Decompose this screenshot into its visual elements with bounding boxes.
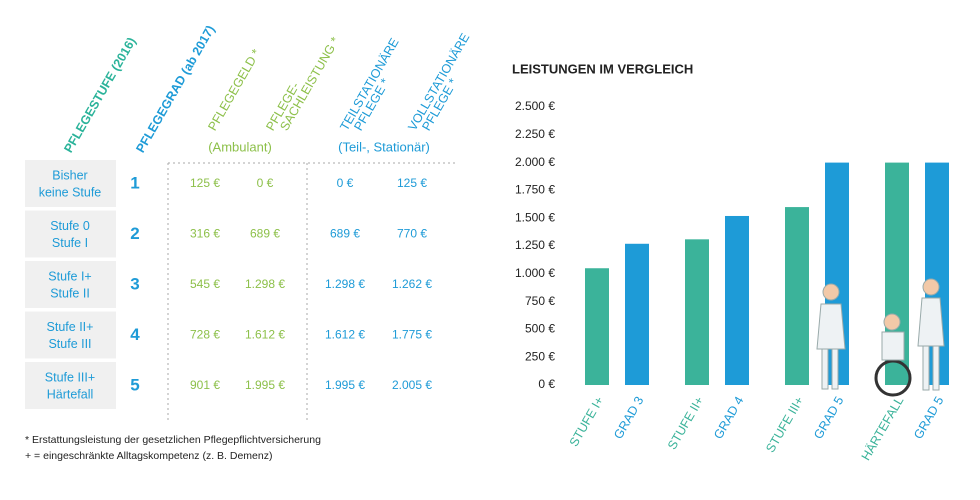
- stufe-label: Stufe II+: [47, 320, 94, 334]
- x-tick-label: HÄRTEFALL: [859, 394, 907, 463]
- y-tick-label: 0 €: [538, 377, 555, 391]
- subheader: (Teil-, Stationär): [338, 139, 430, 154]
- cell-value: 1.262 €: [392, 277, 432, 291]
- cell-value: 901 €: [190, 378, 220, 392]
- row-label-box: [25, 160, 116, 207]
- leg: [922, 345, 930, 391]
- y-tick-label: 250 €: [525, 349, 555, 363]
- x-tick-label: GRAD 5: [911, 394, 946, 441]
- stufe-label: Stufe II: [50, 286, 90, 300]
- cell-value: 728 €: [190, 328, 220, 342]
- head: [822, 283, 840, 301]
- grad-number: 2: [130, 224, 139, 243]
- head: [883, 313, 901, 331]
- chart-title: LEISTUNGEN IM VERGLEICH: [512, 61, 693, 76]
- wheel: [874, 359, 912, 397]
- body: [881, 331, 905, 361]
- cell-value: 689 €: [250, 227, 280, 241]
- cell-value: 316 €: [190, 227, 220, 241]
- footnote: + = eingeschränkte Alltagskompetenz (z. …: [25, 450, 272, 462]
- leg: [821, 348, 829, 390]
- cell-value: 1.775 €: [392, 328, 432, 342]
- row-label-box: [25, 311, 116, 359]
- bar: [685, 239, 709, 385]
- cell-value: 125 €: [190, 176, 220, 190]
- cell-value: 689 €: [330, 227, 360, 241]
- x-tick-label: GRAD 3: [611, 394, 646, 441]
- y-tick-label: 2.250 €: [515, 127, 555, 141]
- grad-number: 4: [130, 325, 140, 344]
- y-tick-label: 1.000 €: [515, 266, 555, 280]
- footnote: * Erstattungsleistung der gesetzlichen P…: [25, 434, 321, 446]
- body: [917, 297, 945, 347]
- y-tick-label: 1.250 €: [515, 238, 555, 252]
- y-tick-label: 1.750 €: [515, 183, 555, 197]
- cell-value: 125 €: [397, 176, 427, 190]
- x-tick-label: STUFE II+: [665, 394, 706, 452]
- subheader: (Ambulant): [208, 139, 272, 154]
- bar: [625, 243, 649, 385]
- cell-value: 770 €: [397, 227, 427, 241]
- y-tick-label: 1.500 €: [515, 210, 555, 224]
- stufe-label: Stufe III+: [45, 370, 95, 384]
- x-tick-label: GRAD 5: [811, 394, 846, 441]
- leg: [831, 348, 839, 390]
- cell-value: 1.612 €: [325, 328, 365, 342]
- x-tick-label: STUFE I+: [567, 394, 607, 449]
- stufe-label: Stufe I+: [48, 269, 91, 283]
- column-header: PFLEGESTUFE (2016): [61, 35, 138, 155]
- cell-value: 1.612 €: [245, 328, 285, 342]
- grad-number: 3: [130, 274, 139, 293]
- stufe-label: Stufe I: [52, 236, 88, 250]
- stufe-label: Stufe 0: [50, 219, 90, 233]
- cell-value: 1.995 €: [245, 378, 285, 392]
- row-label-box: [25, 261, 116, 308]
- cell-value: 1.298 €: [325, 277, 365, 291]
- row-label-box: [25, 362, 116, 409]
- illustration: [816, 278, 945, 397]
- column-header: PFLEGEGELD *: [205, 47, 263, 134]
- y-tick-label: 500 €: [525, 322, 555, 336]
- y-tick-label: 750 €: [525, 294, 555, 308]
- cell-value: 1.298 €: [245, 277, 285, 291]
- bar: [585, 268, 609, 385]
- grad-number: 5: [130, 375, 139, 394]
- x-tick-label: GRAD 4: [711, 394, 746, 441]
- stufe-label: Bisher: [52, 168, 87, 182]
- y-tick-label: 2.500 €: [515, 99, 555, 113]
- leg: [932, 345, 940, 391]
- cell-value: 0 €: [257, 176, 274, 190]
- column-header: PFLEGEGRAD (ab 2017): [133, 23, 217, 155]
- cell-value: 0 €: [337, 176, 354, 190]
- stufe-label: Stufe III: [48, 337, 91, 351]
- y-tick-label: 2.000 €: [515, 155, 555, 169]
- bar: [785, 207, 809, 385]
- body: [816, 303, 846, 350]
- head: [922, 278, 940, 296]
- cell-value: 1.995 €: [325, 378, 365, 392]
- row-label-box: [25, 210, 116, 258]
- cell-value: 2.005 €: [392, 378, 432, 392]
- cell-value: 545 €: [190, 277, 220, 291]
- x-tick-label: STUFE III+: [763, 394, 806, 455]
- stufe-label: keine Stufe: [39, 185, 102, 199]
- stufe-label: Härtefall: [47, 387, 94, 401]
- table-lines: [167, 162, 458, 420]
- grad-number: 1: [130, 173, 139, 192]
- bar: [725, 215, 749, 385]
